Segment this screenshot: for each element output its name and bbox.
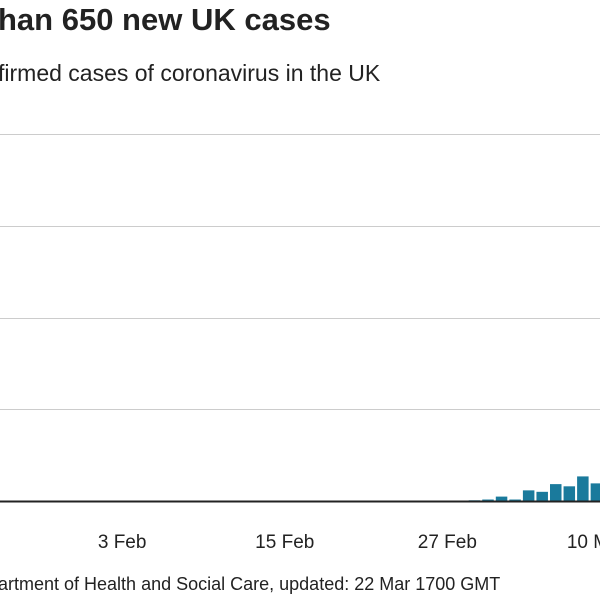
x-tick-labels: 3 Feb 15 Feb 27 Feb 10 Mar [98,532,600,553]
x-tick-label-10-mar: 10 Mar [567,532,600,553]
source-note: artment of Health and Social Care, updat… [0,574,501,594]
bar-6-mar [550,484,562,501]
chart-title: han 650 new UK cases [0,2,331,37]
x-tick-label-15-feb: 15 Feb [255,532,314,553]
chart-subtitle: firmed cases of coronavirus in the UK [0,60,381,86]
bar-5-mar [536,491,548,501]
gridlines [0,134,600,410]
x-tick-label-3-feb: 3 Feb [98,532,147,553]
bar-4-mar [522,490,535,501]
bar-9-mar [590,483,600,501]
x-tick-label-27-feb: 27 Feb [418,532,477,553]
bars [468,476,600,501]
bar-2-mar [495,496,508,501]
bar-8-mar [577,476,589,501]
bar-1-mar [482,499,494,501]
bar-7-mar [563,486,576,501]
bar-3-mar [509,499,521,501]
